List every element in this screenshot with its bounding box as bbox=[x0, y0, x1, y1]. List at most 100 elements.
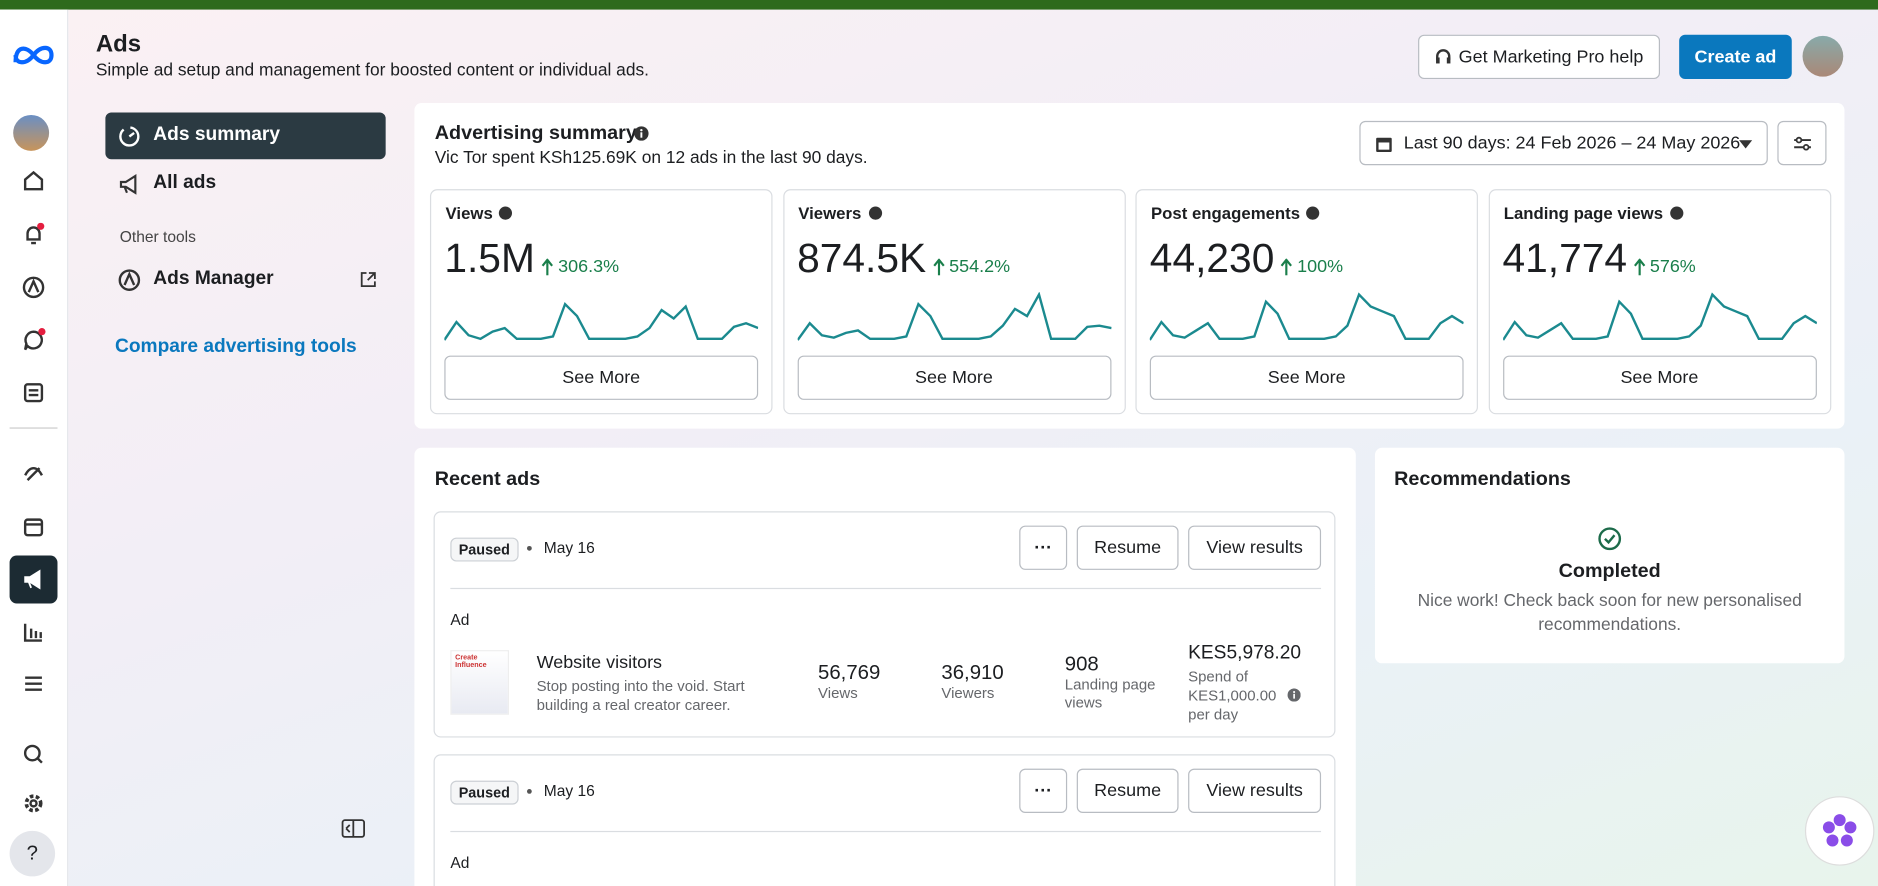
page-title: Ads bbox=[95, 31, 142, 58]
ads-manager-icon[interactable] bbox=[22, 275, 46, 299]
sparkline-line bbox=[1502, 292, 1817, 341]
info-dot bbox=[1306, 206, 1320, 220]
profile-avatar[interactable] bbox=[13, 114, 50, 151]
see-more-label: See More bbox=[562, 367, 641, 388]
nav-ads-summary[interactable]: Ads summary bbox=[105, 112, 386, 160]
ad-spend: KES5,978.20 bbox=[1188, 642, 1302, 664]
ad-type: Ad bbox=[450, 610, 470, 629]
home-icon[interactable] bbox=[22, 169, 46, 193]
view-results-button[interactable]: View results bbox=[1188, 525, 1322, 570]
icon-rail: ? bbox=[0, 9, 69, 886]
up-arrow bbox=[1280, 258, 1292, 276]
search-icon[interactable] bbox=[22, 742, 46, 766]
see-more-button[interactable]: See More bbox=[797, 355, 1111, 400]
top-bar bbox=[0, 0, 1878, 10]
help-button-label: Get Marketing Pro help bbox=[1458, 46, 1644, 68]
ads-icon-active[interactable] bbox=[9, 555, 58, 604]
check-icon bbox=[1598, 527, 1622, 551]
metric-card: Viewers 874.5K 554.2% See More bbox=[782, 189, 1126, 415]
arrow bbox=[1280, 258, 1292, 276]
compare-link[interactable]: Compare advertising tools bbox=[114, 336, 357, 357]
divider bbox=[450, 830, 1322, 833]
info-dot bbox=[1669, 206, 1683, 220]
ad-stat: 908 Landing page views bbox=[1065, 653, 1161, 713]
summary-text: Vic Tor spent KSh125.69K on 12 ads in th… bbox=[434, 148, 868, 168]
date-range-label: Last 90 days: 24 Feb 2026 – 24 May 2026 bbox=[1403, 132, 1741, 154]
menu-icon[interactable] bbox=[22, 672, 46, 696]
nav-all-ads[interactable]: All ads bbox=[105, 160, 385, 207]
settings-icon[interactable] bbox=[22, 791, 46, 815]
ad-spend-note: Spend of KES1,000.00 per day bbox=[1188, 668, 1277, 724]
ad-stat-label: Views bbox=[818, 684, 858, 702]
ad-stat-label: Viewers bbox=[941, 684, 995, 702]
metric-label: Landing page views bbox=[1503, 203, 1664, 223]
arrow bbox=[1633, 258, 1645, 276]
ad-stat: 36,910 Viewers bbox=[941, 661, 1037, 703]
ad-card bbox=[433, 754, 1336, 886]
sparkline-line bbox=[444, 301, 759, 341]
more-button[interactable]: ··· bbox=[1019, 768, 1068, 813]
sparkline bbox=[797, 292, 1111, 341]
ad-name: Website visitors bbox=[536, 652, 663, 673]
assistant-button[interactable] bbox=[1804, 796, 1875, 866]
planner-icon[interactable] bbox=[22, 515, 46, 539]
create-ad-button[interactable]: Create ad bbox=[1679, 34, 1792, 80]
up-arrow bbox=[932, 258, 945, 276]
bullet bbox=[526, 789, 532, 794]
sparkline bbox=[444, 301, 759, 341]
metric-value: 44,230 bbox=[1149, 235, 1275, 282]
recommendations-status: Completed bbox=[1558, 560, 1661, 582]
sparkline-line bbox=[797, 292, 1111, 341]
metric-card: Landing page views 41,774 576% See More bbox=[1488, 189, 1831, 415]
view-results-button[interactable]: View results bbox=[1188, 768, 1322, 813]
more-button[interactable]: ··· bbox=[1019, 525, 1068, 570]
messages-icon[interactable] bbox=[22, 328, 46, 352]
recent-ads-title: Recent ads bbox=[434, 468, 541, 490]
divider bbox=[9, 427, 58, 429]
help-icon[interactable]: ? bbox=[9, 830, 56, 877]
date-range-picker[interactable]: Last 90 days: 24 Feb 2026 – 24 May 2026 bbox=[1359, 120, 1768, 166]
info-icon bbox=[868, 206, 882, 220]
summary-title: Advertising summary bbox=[434, 122, 637, 144]
status-pill: Paused bbox=[450, 537, 519, 562]
analytics-icon[interactable] bbox=[22, 620, 46, 644]
see-more-button[interactable]: See More bbox=[1502, 355, 1817, 400]
ad-date: May 16 bbox=[543, 781, 595, 800]
metric-change: 554.2% bbox=[949, 256, 1011, 277]
metric-card: Post engagements 44,230 100% See More bbox=[1135, 189, 1478, 415]
notifications-icon[interactable] bbox=[22, 222, 46, 247]
sparkline-line bbox=[1149, 292, 1464, 341]
metric-label: Post engagements bbox=[1150, 203, 1301, 223]
help-button[interactable]: Get Marketing Pro help bbox=[1418, 34, 1661, 80]
info-icon bbox=[1669, 206, 1683, 220]
ad-type: Ad bbox=[450, 853, 470, 872]
arrow bbox=[541, 258, 553, 276]
page-subtitle: Simple ad setup and management for boost… bbox=[95, 61, 650, 81]
info-dot bbox=[498, 206, 513, 220]
ad-stat: 56,769 Views bbox=[818, 661, 914, 703]
resume-button[interactable]: Resume bbox=[1076, 525, 1179, 570]
ad-stat-value: 36,910 bbox=[941, 660, 1004, 684]
account-avatar[interactable] bbox=[1802, 35, 1844, 77]
filter-button[interactable] bbox=[1777, 120, 1827, 166]
view-results-label: View results bbox=[1206, 537, 1303, 558]
see-more-button[interactable]: See More bbox=[1149, 355, 1464, 400]
recommendations-title: Recommendations bbox=[1394, 468, 1571, 490]
resume-label: Resume bbox=[1094, 780, 1162, 801]
nav-ads-manager[interactable]: Ads Manager bbox=[105, 256, 385, 303]
sparkline bbox=[1149, 292, 1464, 341]
info-dot bbox=[868, 206, 882, 220]
see-more-button[interactable]: See More bbox=[444, 355, 759, 400]
see-more-label: See More bbox=[915, 367, 993, 388]
metric-card: Views 1.5M 306.3% See More bbox=[429, 189, 773, 415]
nav-label: Ads summary bbox=[153, 124, 281, 145]
metric-change: 306.3% bbox=[558, 256, 620, 277]
ad-date: May 16 bbox=[543, 538, 595, 557]
content-icon[interactable] bbox=[22, 381, 46, 405]
divider bbox=[450, 587, 1322, 590]
insights-icon[interactable] bbox=[22, 461, 46, 485]
collapse-icon[interactable] bbox=[341, 819, 365, 838]
resume-button[interactable]: Resume bbox=[1076, 768, 1179, 813]
info-icon bbox=[1287, 688, 1301, 702]
arrow bbox=[932, 258, 945, 276]
